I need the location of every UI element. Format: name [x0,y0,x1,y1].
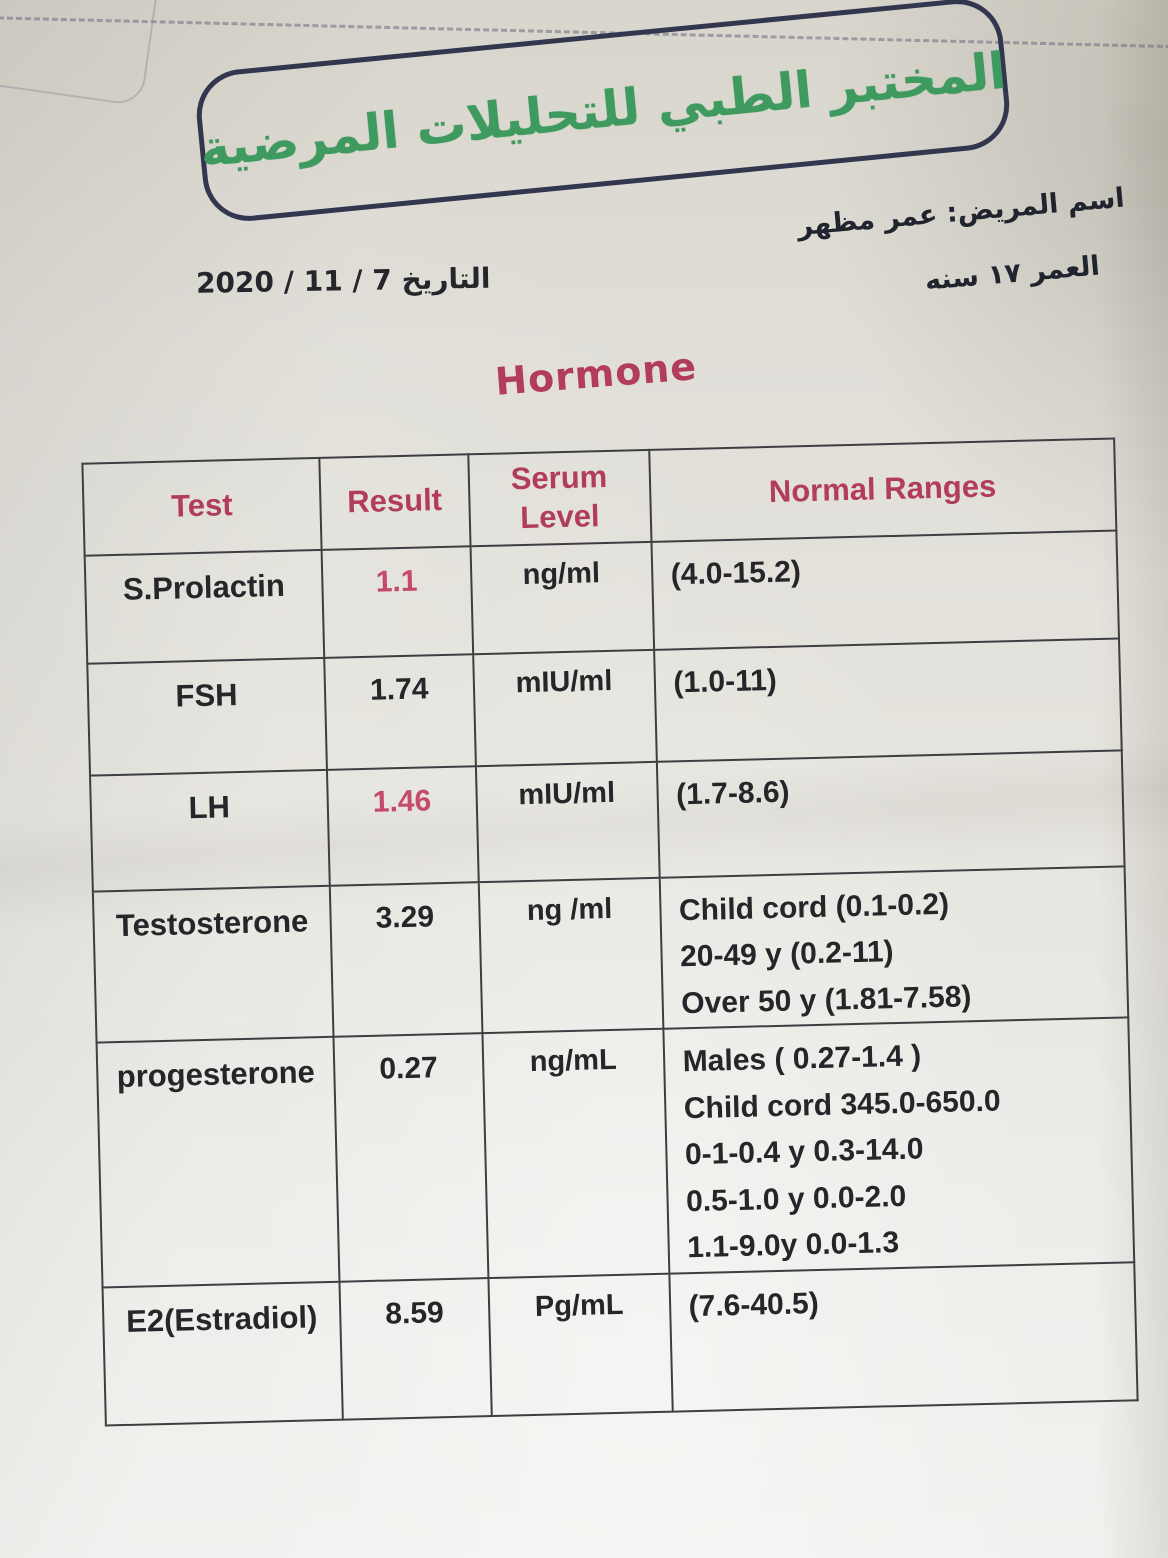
column-header-result: Result [319,454,471,550]
report-date: التاريخ 7 / 11 / 2020 [195,261,491,300]
test-result: 1.1 [321,545,473,658]
normal-ranges: (1.7-8.6) [656,749,1125,878]
test-name: E2(Estradiol) [102,1281,343,1425]
table-row: Testosterone 3.29 ng /ml Child cord (0.1… [92,865,1129,1043]
normal-ranges: (4.0-15.2) [650,530,1119,650]
serum-level-unit: ng/mL [482,1028,669,1278]
results-table: Test Result Serum Level Normal Ranges S.… [81,438,1138,1426]
test-name: Testosterone [92,885,334,1043]
column-header-normal-ranges: Normal Ranges [648,438,1117,542]
table-row: progesterone 0.27 ng/mL Males ( 0.27-1.4… [96,1017,1135,1288]
normal-ranges: Child cord (0.1-0.2) 20-49 y (0.2-11) Ov… [659,865,1129,1029]
lab-title: المختبر الطبي للتحليلات المرضية [197,41,1009,179]
serum-level-unit: mIU/ml [472,649,657,766]
column-header-serum-level: Serum Level [467,449,651,546]
normal-range-line: (1.7-8.6) [675,775,790,811]
test-name: FSH [87,657,327,776]
normal-range-line: (4.0-15.2) [670,554,802,591]
test-result: 3.29 [329,881,483,1037]
normal-ranges: (1.0-11) [653,637,1122,762]
normal-range-line: (7.6-40.5) [688,1286,820,1323]
test-name: LH [90,769,330,892]
normal-ranges: Males ( 0.27-1.4 ) Child cord 345.0-650.… [662,1017,1135,1274]
test-result: 0.27 [333,1033,489,1282]
serum-level-unit: Pg/mL [488,1273,673,1416]
test-result: 1.74 [324,653,476,770]
normal-ranges: (7.6-40.5) [668,1261,1138,1412]
serum-level-unit: ng/ml [470,541,654,654]
serum-level-unit: ng /ml [478,877,663,1034]
test-name: progesterone [96,1036,340,1288]
test-name: S.Prolactin [84,549,325,664]
normal-range-line: (1.0-11) [673,663,778,699]
column-header-test: Test [82,457,322,556]
test-result: 1.46 [326,765,479,886]
test-result: 8.59 [339,1277,492,1420]
table-row: E2(Estradiol) 8.59 Pg/mL (7.6-40.5) [102,1261,1138,1425]
serum-level-unit: mIU/ml [475,761,660,882]
